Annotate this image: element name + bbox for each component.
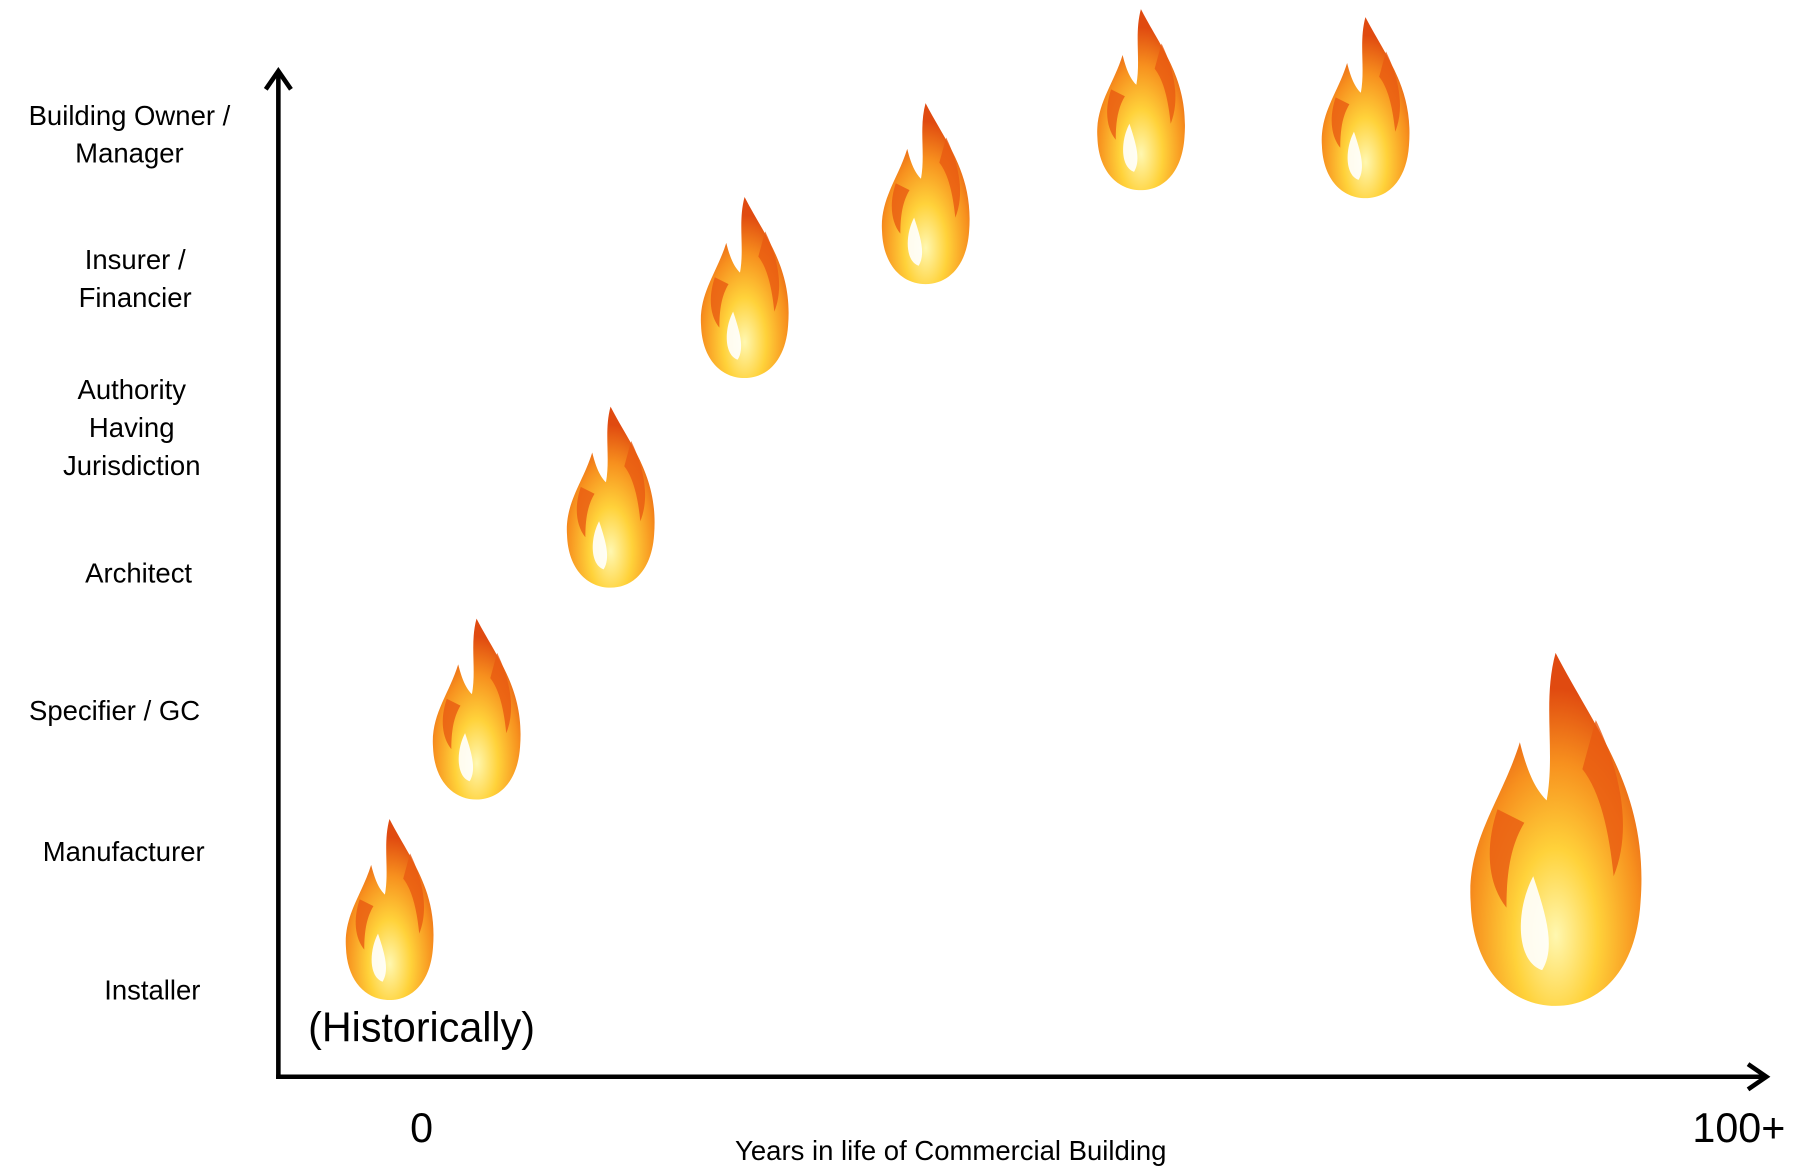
flame-icon — [1322, 17, 1410, 198]
annotation: (Historically) — [308, 1003, 535, 1051]
flame-icon — [346, 819, 434, 1000]
diagram: Building Owner / Manager Insurer / Finan… — [0, 0, 1796, 1167]
flames — [346, 9, 1642, 1006]
y-label: Authority Having Jurisdiction — [52, 372, 212, 485]
flame-icon — [882, 103, 970, 284]
y-label: Insurer / Financier — [61, 242, 210, 318]
diagram-graphics — [0, 0, 1796, 1167]
flame-icon-large — [1470, 653, 1641, 1006]
y-label: Specifier / GC — [0, 692, 229, 730]
flame-icon — [567, 407, 655, 588]
x-label: 0 — [410, 1104, 433, 1152]
flame-icon — [701, 197, 789, 378]
x-label: 100+ — [1692, 1104, 1785, 1152]
y-label: Installer — [38, 972, 267, 1010]
x-axis-title: Years in life of Commercial Building — [735, 1132, 1166, 1170]
page: {"y_axis": {"labels": ["Building Owner /… — [0, 0, 1796, 1167]
flame-icon — [433, 619, 521, 800]
flame-icon — [1097, 9, 1185, 190]
y-label: Architect — [24, 555, 253, 593]
y-label: Building Owner / Manager — [6, 97, 252, 173]
y-label: Manufacturer — [9, 833, 238, 871]
